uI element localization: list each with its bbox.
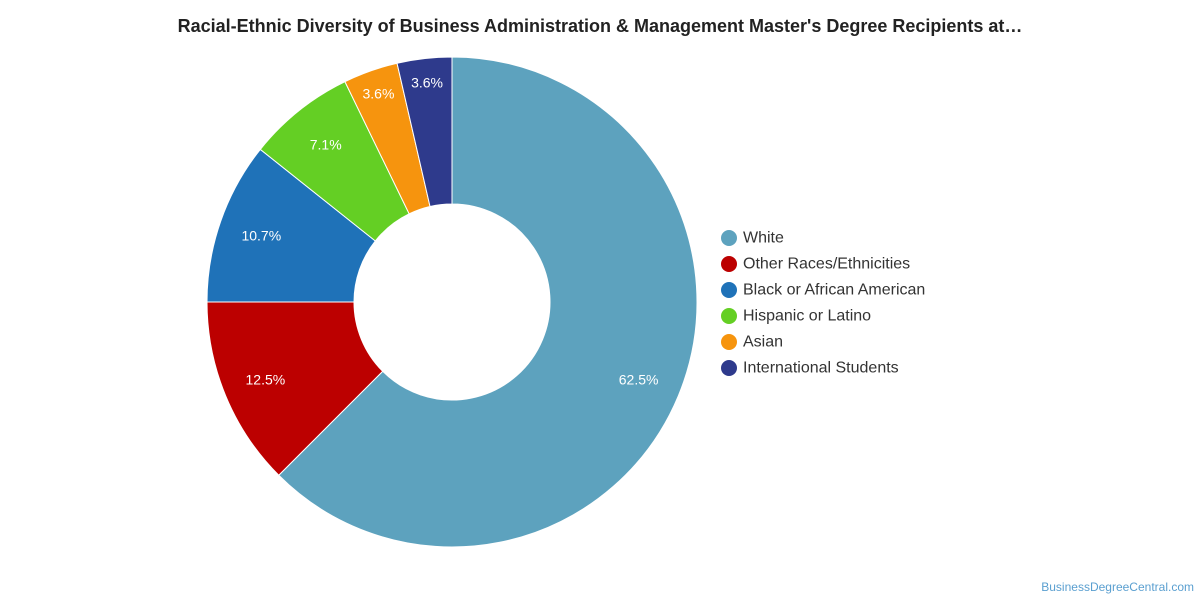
slice-label-asian: 3.6% [362,86,394,102]
legend-swatch-international-students [721,360,737,376]
slice-label-hispanic-or-latino: 7.1% [310,136,342,152]
slice-other-races-ethnicities[interactable] [206,301,384,476]
donut-slices [206,56,698,548]
slice-label-white: 62.5% [619,371,659,387]
legend-item-international-students[interactable]: International Students [743,360,899,377]
chart-title: Racial-Ethnic Diversity of Business Admi… [177,16,1023,36]
legend-swatch-white [721,230,737,246]
slice-international-students[interactable] [396,56,453,208]
legend-swatch-asian [721,334,737,350]
legend-swatch-black-or-african-american [721,282,737,298]
slice-label-international-students: 3.6% [411,74,443,90]
slice-white[interactable] [278,56,698,548]
slice-black-or-african-american[interactable] [206,148,377,303]
legend-swatch-hispanic-or-latino [721,308,737,324]
legend-item-other-races-ethnicities[interactable]: Other Races/Ethnicities [743,256,910,273]
legend-item-hispanic-or-latino[interactable]: Hispanic or Latino [743,308,871,325]
legend-item-white[interactable]: White [743,230,784,247]
legend-item-asian[interactable]: Asian [743,334,783,351]
slice-label-other-races-ethnicities: 12.5% [246,371,286,387]
slice-labels: 62.5% 12.5% 10.7% 7.1% 3.6% 3.6% [241,74,658,387]
legend-swatch-other-races-ethnicities [721,256,737,272]
source-credit[interactable]: BusinessDegreeCentral.com [1041,580,1194,594]
legend-item-black-or-african-american[interactable]: Black or African American [743,282,925,299]
slice-label-black-or-african-american: 10.7% [241,227,281,243]
legend: White Other Races/Ethnicities Black or Afr… [721,230,925,377]
